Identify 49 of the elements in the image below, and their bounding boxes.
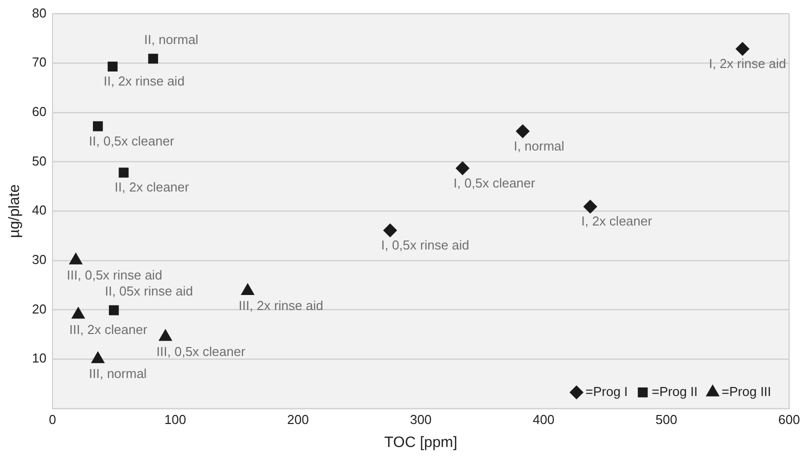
annotation: III, 0,5x cleaner <box>156 344 246 359</box>
annotation: II, normal <box>144 32 198 47</box>
annotation: I, normal <box>514 138 564 154</box>
annotation: II, 0,5x cleaner <box>88 133 175 148</box>
annotation: II, 2x rinse aid <box>104 74 185 89</box>
x-tick-label: 600 <box>778 412 800 427</box>
legend-label: =Prog I <box>585 384 628 399</box>
x-tick-label: 0 <box>48 412 56 427</box>
annotation: I, 0,5x rinse aid <box>381 237 470 252</box>
annotation: I, 0,5x cleaner <box>454 175 536 190</box>
y-tick-label: 10 <box>32 350 46 366</box>
y-tick-label: 20 <box>32 301 46 316</box>
point <box>148 54 158 64</box>
annotation: III, 2x cleaner <box>69 322 148 337</box>
point <box>516 124 530 138</box>
x-tick-label: 100 <box>164 412 186 427</box>
y-tick-label: 30 <box>32 252 46 268</box>
annotation: III, 0,5x rinse aid <box>66 268 162 283</box>
annotation: II, 05x rinse aid <box>104 283 194 298</box>
legend-label: =Prog II <box>652 384 698 399</box>
point <box>240 283 255 296</box>
x-tick-label: 400 <box>532 412 554 427</box>
y-tick-label: 40 <box>32 202 46 218</box>
legend-label: =Prog III <box>722 384 772 399</box>
x-axis-title: TOC [ppm] <box>384 434 458 452</box>
point <box>383 223 398 238</box>
annotation: III, 2x rinse aid <box>238 298 324 314</box>
annotation: III, normal <box>88 366 147 382</box>
point <box>92 121 103 132</box>
point <box>158 328 172 341</box>
point <box>108 62 118 72</box>
y-tick-label: 80 <box>32 5 46 20</box>
y-tick-label: 70 <box>32 54 46 70</box>
y-tick-label: 60 <box>32 104 46 120</box>
x-tick-label: 500 <box>656 412 678 427</box>
point <box>583 200 598 214</box>
point <box>68 252 83 264</box>
point <box>456 161 470 176</box>
x-tick-label: 200 <box>287 412 309 427</box>
point <box>71 306 86 319</box>
annotation: I, 2x rinse aid <box>708 56 786 71</box>
point <box>90 351 105 364</box>
x-tick-label: 300 <box>410 412 432 427</box>
point <box>736 42 750 56</box>
y-axis-title: µg/plate <box>6 184 24 238</box>
annotation: I, 2x cleaner <box>581 214 653 229</box>
annotation: II, 2x cleaner <box>114 180 190 195</box>
y-tick-label: 50 <box>32 153 46 168</box>
point <box>118 168 129 178</box>
